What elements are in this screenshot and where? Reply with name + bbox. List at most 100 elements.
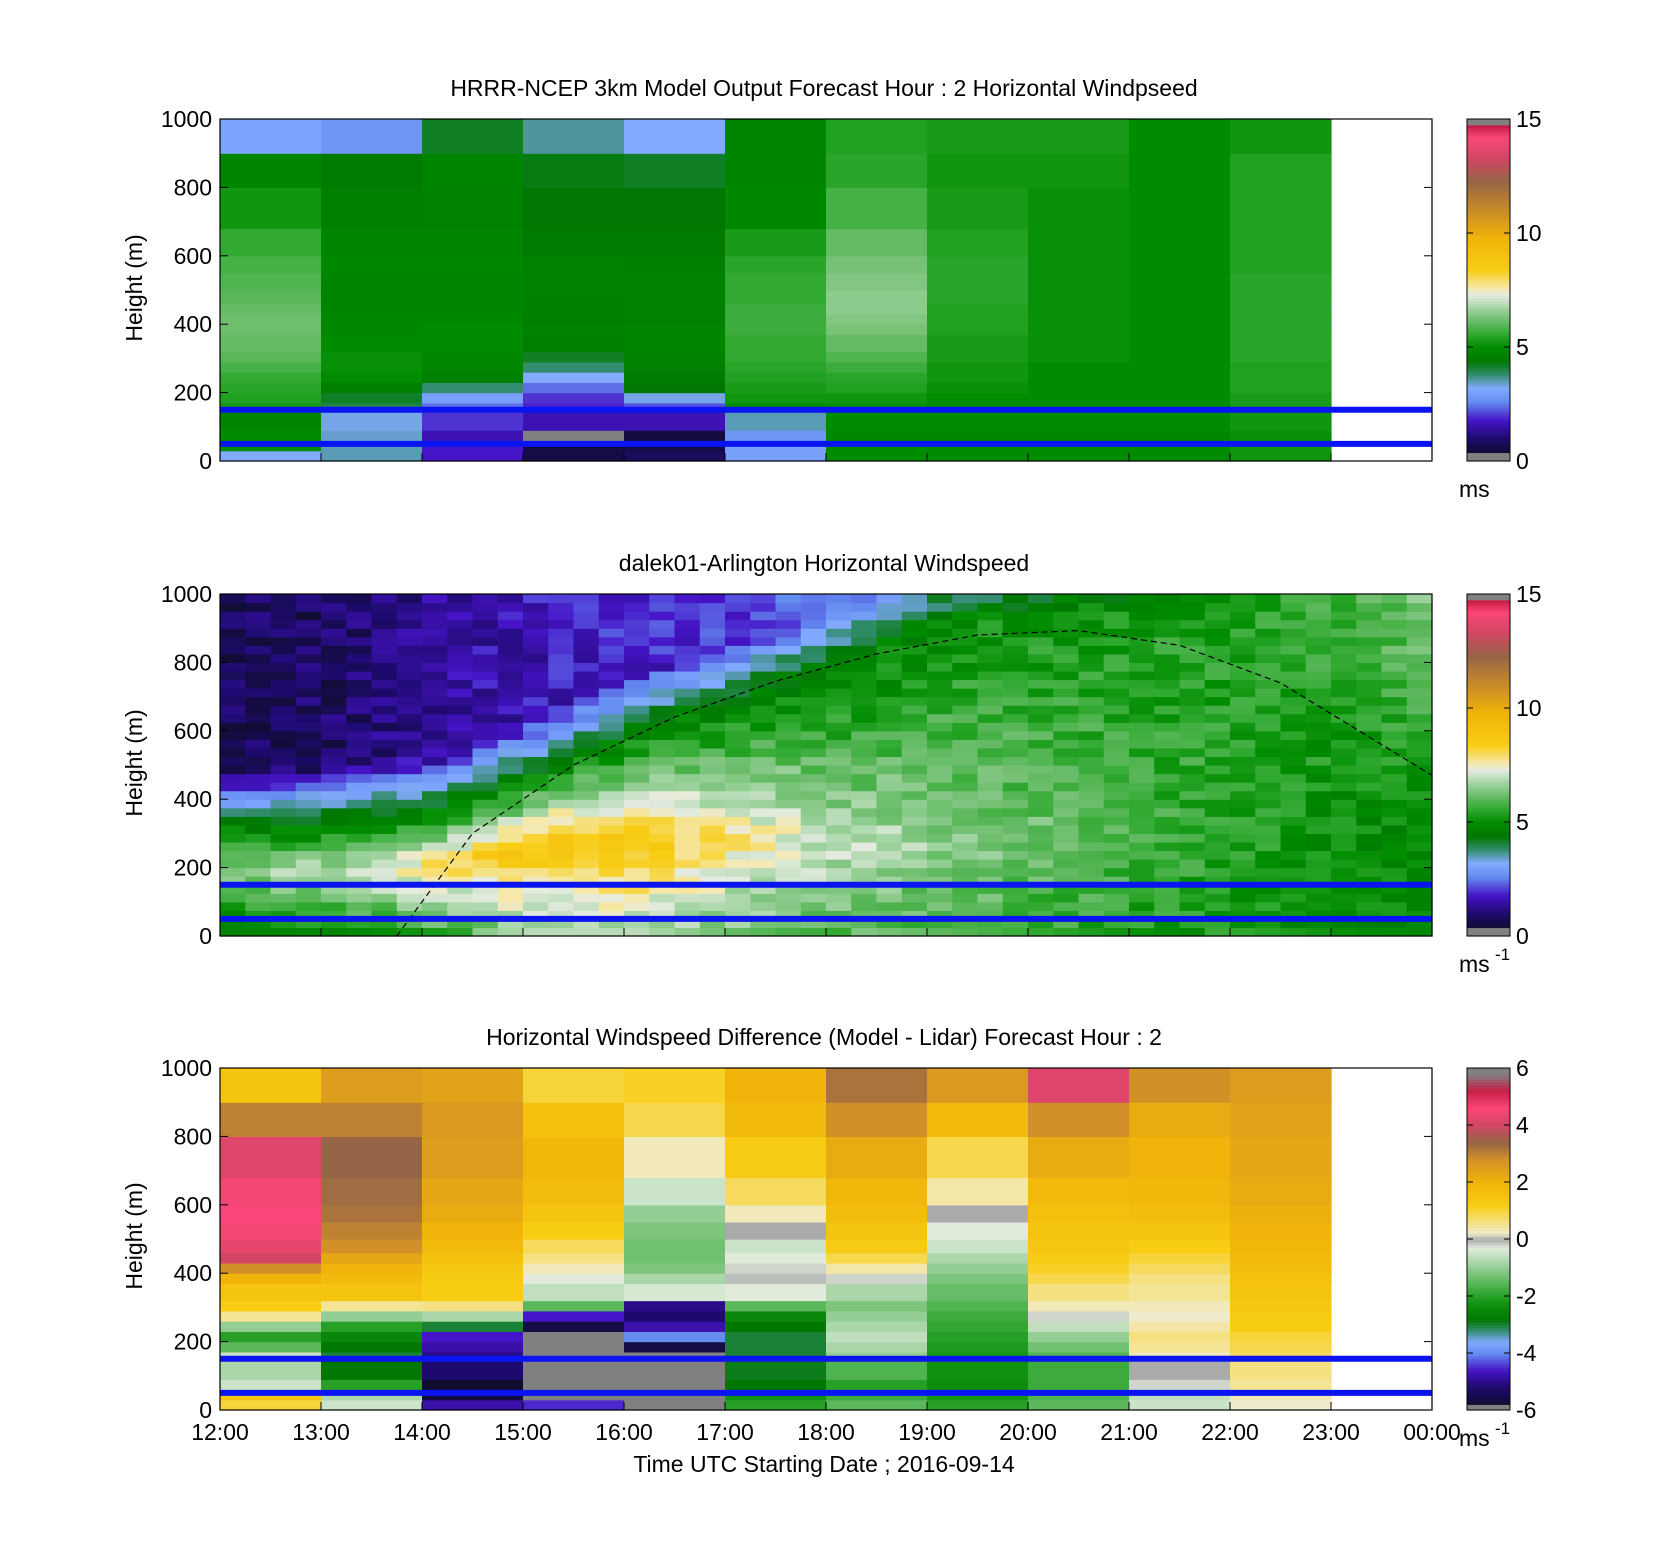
- heatmap-cell: [725, 392, 827, 404]
- heatmap-cell: [927, 372, 1029, 383]
- heatmap-cell: [346, 910, 373, 920]
- heatmap-cell: [1053, 594, 1080, 604]
- heatmap-cell: [1305, 594, 1332, 604]
- heatmap-cell: [1053, 841, 1080, 852]
- heatmap-cell: [447, 850, 474, 860]
- heatmap-cell: [573, 765, 600, 775]
- heatmap-cell: [725, 324, 827, 336]
- colorbar-segment: [1467, 298, 1510, 302]
- heatmap-cell: [649, 594, 676, 604]
- heatmap-cell: [1129, 1136, 1231, 1179]
- heatmap-cell: [422, 765, 448, 775]
- heatmap-cell: [1356, 765, 1383, 775]
- heatmap-cell: [422, 773, 448, 783]
- heatmap-cell: [725, 688, 751, 698]
- colorbar-segment: [1467, 859, 1510, 863]
- heatmap-cell: [977, 739, 1004, 749]
- heatmap-cell: [699, 611, 726, 621]
- heatmap-cell: [876, 730, 903, 740]
- heatmap-cell: [1129, 1102, 1231, 1137]
- heatmap-cell: [649, 841, 676, 852]
- heatmap-cell: [725, 790, 751, 800]
- heatmap-cell: [573, 653, 600, 663]
- heatmap-cell: [523, 619, 549, 629]
- heatmap-cell: [346, 807, 373, 817]
- heatmap-cell: [826, 1068, 928, 1103]
- heatmap-cell: [447, 670, 474, 681]
- heatmap-cell: [396, 730, 423, 740]
- heatmap-cell: [1103, 765, 1130, 775]
- heatmap-cell: [1078, 765, 1105, 775]
- heatmap-cell: [775, 901, 802, 911]
- heatmap-cell: [295, 824, 322, 834]
- heatmap-cell: [1078, 645, 1105, 655]
- heatmap-cell: [1129, 1204, 1231, 1223]
- heatmap-cell: [1280, 782, 1307, 792]
- heatmap-cell: [1356, 816, 1383, 826]
- heatmap-cell: [1230, 1262, 1332, 1274]
- heatmap-cell: [977, 765, 1004, 775]
- heatmap-cell: [573, 636, 600, 646]
- heatmap-cell: [952, 901, 979, 911]
- heatmap-cell: [497, 790, 524, 800]
- heatmap-cell: [1255, 679, 1282, 689]
- heatmap-cell: [1028, 790, 1054, 800]
- heatmap-cell: [1406, 765, 1433, 775]
- heatmap-cell: [952, 653, 979, 663]
- heatmap-cell: [422, 696, 448, 706]
- colorbar-segment: [1467, 210, 1510, 214]
- heatmap-cell: [624, 790, 650, 800]
- heatmap-cell: [1002, 722, 1029, 732]
- heatmap-cell: [422, 688, 448, 698]
- heatmap-cell: [624, 1341, 726, 1353]
- x-tick-label: 22:00: [1201, 1419, 1259, 1445]
- heatmap-cell: [927, 867, 953, 877]
- heatmap-cell: [952, 628, 979, 638]
- heatmap-cell: [876, 619, 903, 629]
- heatmap-cell: [245, 816, 272, 826]
- heatmap-cell: [1103, 696, 1130, 706]
- heatmap-cell: [1103, 602, 1130, 612]
- heatmap-cell: [624, 850, 650, 860]
- heatmap-cell: [1078, 679, 1105, 689]
- heatmap-cell: [977, 713, 1004, 723]
- heatmap-cell: [1204, 645, 1231, 655]
- heatmap-cell: [1154, 594, 1181, 604]
- colorbar-segment: [1467, 742, 1510, 746]
- heatmap-cell: [447, 773, 474, 783]
- colorbar-segment: [1467, 187, 1510, 191]
- heatmap-cell: [1154, 841, 1181, 852]
- heatmap-cell: [927, 910, 953, 920]
- heatmap-cell: [1230, 730, 1256, 740]
- heatmap-cell: [396, 602, 423, 612]
- heatmap-cell: [826, 1239, 928, 1254]
- heatmap-cell: [699, 841, 726, 852]
- heatmap-cell: [1280, 876, 1307, 886]
- heatmap-cell: [826, 628, 852, 638]
- heatmap-cell: [952, 918, 979, 929]
- heatmap-cell: [1406, 679, 1433, 689]
- heatmap-cell: [775, 696, 802, 706]
- panel-windspeed-difference: Horizontal Windspeed Difference (Model -…: [121, 1024, 1537, 1477]
- heatmap-cell: [1230, 790, 1256, 800]
- heatmap-cell: [927, 833, 953, 843]
- heatmap-cell: [1406, 918, 1433, 929]
- heatmap-cell: [674, 739, 701, 749]
- heatmap-cell: [472, 816, 499, 826]
- heatmap-cell: [396, 628, 423, 638]
- heatmap-cell: [624, 392, 726, 404]
- colorbar-segment: [1467, 1333, 1510, 1337]
- colorbar-segment: [1467, 441, 1510, 445]
- heatmap-cell: [523, 1239, 625, 1254]
- heatmap-cell: [725, 722, 751, 732]
- heatmap-cell: [800, 628, 827, 638]
- heatmap-cell: [1103, 799, 1130, 809]
- heatmap-cell: [624, 450, 726, 462]
- heatmap-cell: [1078, 893, 1105, 903]
- heatmap-cell: [270, 670, 297, 681]
- colorbar-segment: [1467, 1236, 1510, 1240]
- heatmap-cell: [396, 773, 423, 783]
- heatmap-cell: [1103, 756, 1130, 766]
- heatmap-cell: [321, 756, 347, 766]
- heatmap-cell: [952, 782, 979, 792]
